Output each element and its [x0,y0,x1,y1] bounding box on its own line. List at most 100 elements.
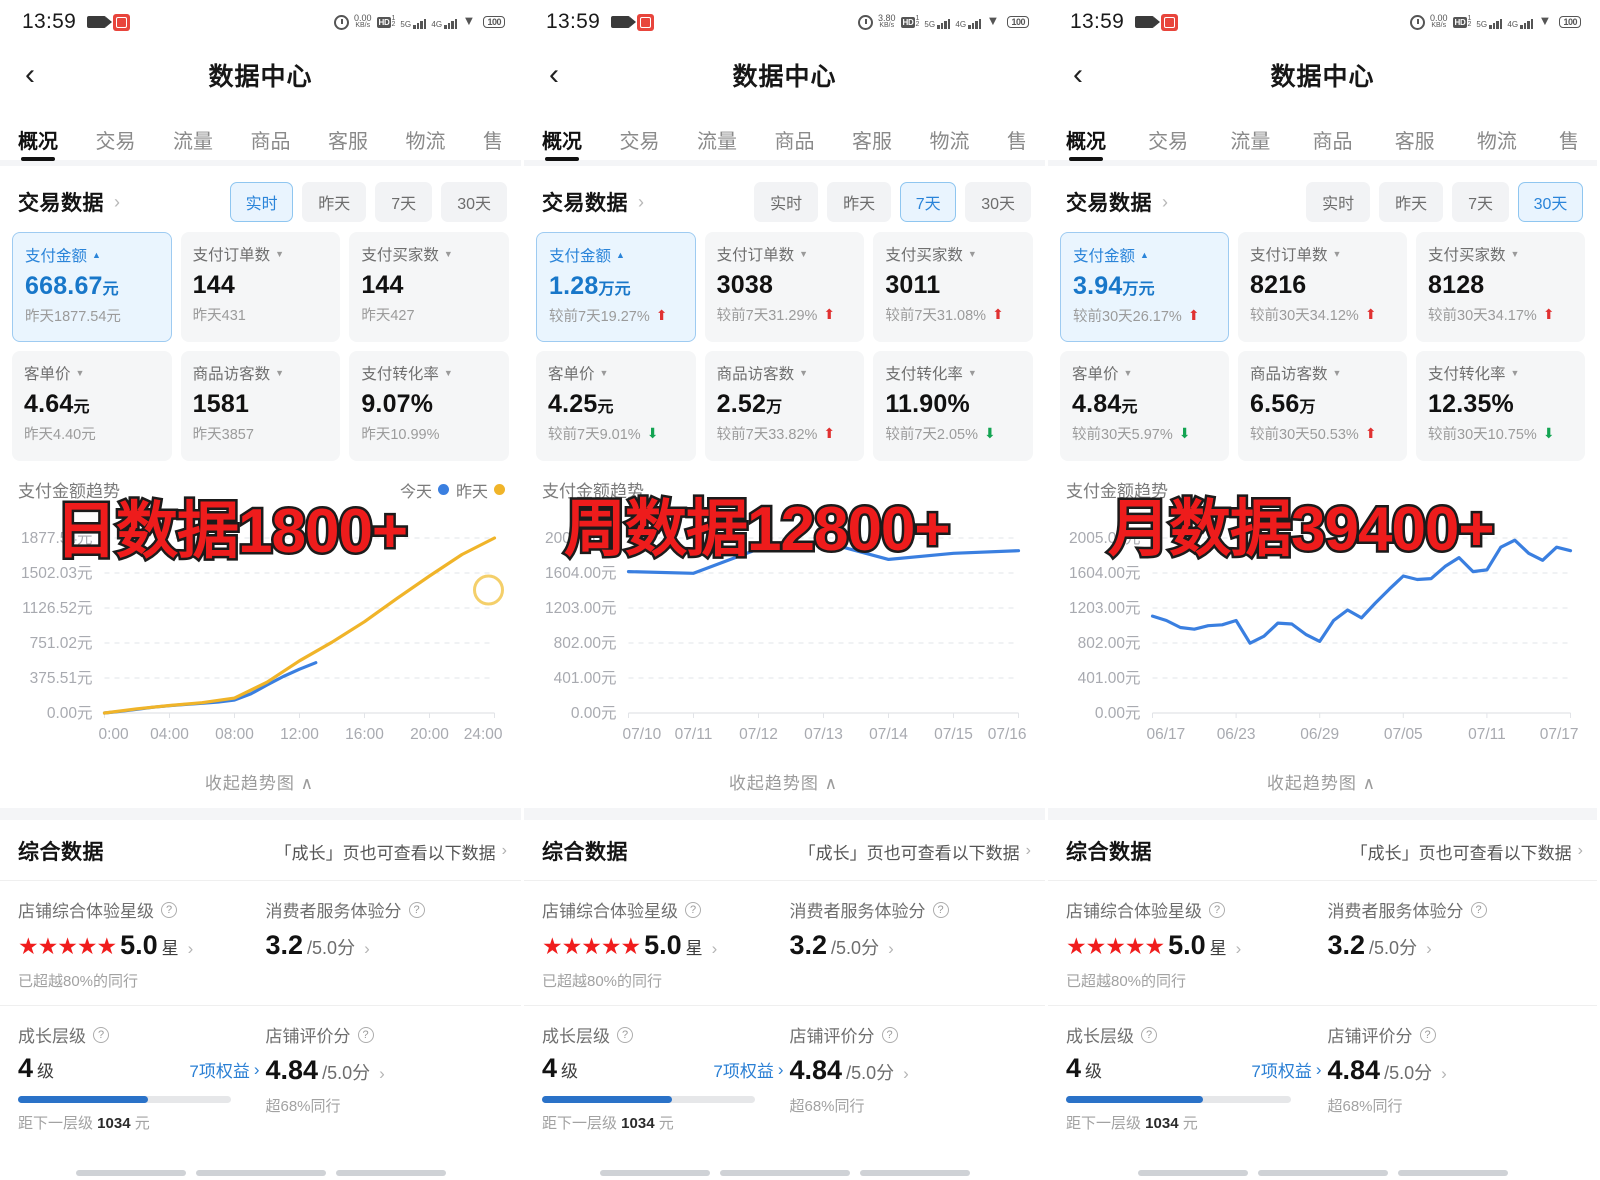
metric-card-客单价[interactable]: 客单价 ▼ 4.25元 较前7天9.01% ⬇ [536,351,696,461]
help-icon[interactable]: ? [1141,1026,1157,1043]
caret-down-icon: ▼ [1332,368,1342,378]
chip-昨天[interactable]: 昨天 [302,182,367,222]
help-icon[interactable]: ? [93,1026,109,1043]
chevron-right-icon[interactable]: › [1426,939,1432,958]
tab-流量[interactable]: 流量 [1230,131,1271,153]
chevron-right-icon[interactable]: › [379,1064,385,1083]
help-icon[interactable]: ? [161,901,177,918]
metric-card-支付订单数[interactable]: 支付订单数 ▼ 3038 较前7天31.29% ⬆ [704,232,865,342]
tab-客服[interactable]: 客服 [328,131,368,153]
metric-value-unit: 元 [1121,399,1138,416]
tab-物流[interactable]: 物流 [929,131,970,153]
chevron-right-icon[interactable]: › [888,939,894,958]
tab-商品[interactable]: 商品 [250,131,291,153]
metric-card-商品访客数[interactable]: 商品访客数 ▼ 2.52万 较前7天33.82% ⬆ [704,351,865,461]
composite-link[interactable]: 「成长」页也可查看以下数据 › [799,839,1031,864]
composite-link[interactable]: 「成长」页也可查看以下数据 › [1351,839,1583,864]
tab-客服[interactable]: 客服 [852,131,892,153]
tab-商品[interactable]: 商品 [774,131,815,153]
chip-30天[interactable]: 30天 [1518,182,1583,222]
chip-实时[interactable]: 实时 [230,182,294,222]
tab-交易[interactable]: 交易 [1148,131,1189,153]
back-button[interactable]: ‹ [1073,58,1083,91]
chip-实时[interactable]: 实时 [1306,182,1371,222]
composite-link[interactable]: 「成长」页也可查看以下数据 › [275,839,507,864]
help-icon[interactable]: ? [357,1026,374,1043]
growth-rights-link[interactable]: 7项权益 › [189,1057,259,1082]
chip-30天[interactable]: 30天 [965,182,1031,222]
tab-售[interactable]: 售 [1007,131,1027,153]
metric-card-支付转化率[interactable]: 支付转化率 ▼ 11.90% 较前7天2.05% ⬇ [873,351,1033,461]
collapse-trend-button[interactable]: 收起趋势图 ∧ [204,774,315,793]
help-icon[interactable]: ? [932,901,949,918]
back-button[interactable]: ‹ [549,58,559,91]
tab-流量[interactable]: 流量 [173,131,213,153]
chevron-right-icon[interactable]: › [1441,1064,1447,1083]
tab-售[interactable]: 售 [483,131,503,153]
help-icon[interactable]: ? [1419,1026,1436,1043]
tab-流量[interactable]: 流量 [697,131,737,153]
help-icon[interactable]: ? [685,901,701,918]
tab-概况[interactable]: 概况 [1066,125,1106,160]
metric-card-支付金额[interactable]: 支付金额 ▲ 3.94万元 较前30天26.17% ⬆ [1060,232,1229,342]
store-score-label: 店铺评价分? [790,1022,1032,1047]
metric-label: 支付转化率 ▼ [361,362,497,384]
tab-售[interactable]: 售 [1559,131,1580,153]
tab-商品[interactable]: 商品 [1312,131,1353,153]
metric-card-客单价[interactable]: 客单价 ▼ 4.64元 昨天4.40元 [12,351,172,461]
tab-交易[interactable]: 交易 [619,131,660,153]
store-experience-score: 5.0 [1168,930,1206,960]
growth-rights-link[interactable]: 7项权益 › [1251,1057,1321,1082]
tab-概况[interactable]: 概况 [542,125,582,160]
chevron-right-icon[interactable]: › [364,939,370,958]
help-icon[interactable]: ? [881,1026,898,1043]
chevron-right-icon[interactable]: › [187,939,194,958]
chip-30天[interactable]: 30天 [441,182,507,222]
metric-card-商品访客数[interactable]: 商品访客数 ▼ 6.56万 较前30天50.53% ⬆ [1238,351,1407,461]
back-button[interactable]: ‹ [25,58,35,91]
chevron-right-icon[interactable]: › [1162,191,1168,212]
metric-card-支付买家数[interactable]: 支付买家数 ▼ 3011 较前7天31.08% ⬆ [873,232,1033,342]
store-experience-unit: 星 [161,939,179,958]
chip-昨天[interactable]: 昨天 [827,182,892,222]
metric-value-number: 11.90% [885,390,970,418]
metric-card-商品访客数[interactable]: 商品访客数 ▼ 1581 昨天3857 [180,351,341,461]
metric-label-text: 客单价 [1072,366,1119,383]
collapse-trend-button[interactable]: 收起趋势图 ∧ [1266,774,1377,793]
x-axis-tick: 08:00 [215,726,254,743]
chevron-right-icon[interactable]: › [114,191,120,212]
chevron-right-icon[interactable]: › [903,1064,909,1083]
chevron-right-icon[interactable]: › [711,939,718,958]
help-icon[interactable]: ? [617,1026,633,1043]
service-score-number: 3.2 [265,930,304,960]
help-icon[interactable]: ? [1470,901,1487,918]
caret-down-icon: ▼ [443,368,453,378]
chip-7天[interactable]: 7天 [900,182,957,222]
chip-昨天[interactable]: 昨天 [1379,182,1444,222]
metric-card-支付转化率[interactable]: 支付转化率 ▼ 12.35% 较前30天10.75% ⬇ [1416,351,1585,461]
tab-物流[interactable]: 物流 [1476,131,1517,153]
metric-card-支付订单数[interactable]: 支付订单数 ▼ 144 昨天431 [180,232,341,342]
chip-7天[interactable]: 7天 [1452,182,1509,222]
metric-card-支付金额[interactable]: 支付金额 ▲ 668.67元 昨天1877.54元 [12,232,172,342]
y-axis-tick: 1126.52元 [22,600,92,617]
metric-card-支付转化率[interactable]: 支付转化率 ▼ 9.07% 昨天10.99% [349,351,509,461]
metric-card-支付买家数[interactable]: 支付买家数 ▼ 144 昨天427 [349,232,509,342]
collapse-trend-button[interactable]: 收起趋势图 ∧ [728,774,839,793]
chevron-right-icon[interactable]: › [638,191,644,212]
tab-客服[interactable]: 客服 [1394,131,1435,153]
chip-实时[interactable]: 实时 [754,182,819,222]
metric-card-支付买家数[interactable]: 支付买家数 ▼ 8128 较前30天34.17% ⬆ [1416,232,1585,342]
legend-label: 昨天 [455,483,488,501]
chevron-right-icon[interactable]: › [1235,939,1242,958]
tab-交易[interactable]: 交易 [95,131,136,153]
chip-7天[interactable]: 7天 [375,182,433,222]
growth-rights-link[interactable]: 7项权益 › [713,1057,783,1082]
tab-概况[interactable]: 概况 [18,125,58,160]
help-icon[interactable]: ? [1209,901,1225,918]
tab-物流[interactable]: 物流 [405,131,446,153]
metric-card-客单价[interactable]: 客单价 ▼ 4.84元 较前30天5.97% ⬇ [1060,351,1229,461]
help-icon[interactable]: ? [408,901,425,918]
metric-card-支付订单数[interactable]: 支付订单数 ▼ 8216 较前30天34.12% ⬆ [1238,232,1407,342]
metric-card-支付金额[interactable]: 支付金额 ▲ 1.28万元 较前7天19.27% ⬆ [536,232,696,342]
